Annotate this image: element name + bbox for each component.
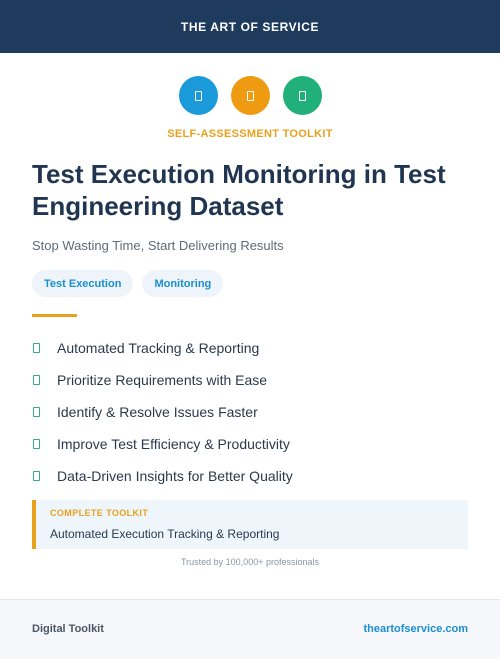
section-divider <box>32 314 77 317</box>
feature-item: Automated Tracking & Reporting <box>32 332 293 364</box>
footer: Digital Toolkit theartofservice.com <box>0 599 500 659</box>
tag-chip[interactable]: Test Execution <box>32 270 134 297</box>
check-icon <box>33 343 40 353</box>
tag-chip[interactable]: Monitoring <box>142 270 224 297</box>
feature-label: Improve Test Efficiency & Productivity <box>57 436 290 452</box>
toolkit-callout: COMPLETE TOOLKIT Automated Execution Tra… <box>32 500 468 549</box>
feature-label: Prioritize Requirements with Ease <box>57 372 268 388</box>
document-icon <box>178 76 218 115</box>
website-link[interactable]: theartofservice.com <box>363 623 468 635</box>
page-title: Test Execution Monitoring in Test Engine… <box>32 159 446 221</box>
kicker-label: SELF-ASSESSMENT TOOLKIT <box>167 128 333 140</box>
callout-caption: COMPLETE TOOLKIT <box>50 508 149 518</box>
check-icon <box>33 439 40 449</box>
feature-item: Data-Driven Insights for Better Quality <box>32 460 293 492</box>
document-icon <box>282 76 322 115</box>
feature-item: Improve Test Efficiency & Productivity <box>32 428 293 460</box>
page-subtitle: Stop Wasting Time, Start Delivering Resu… <box>32 238 284 253</box>
callout-text: Automated Execution Tracking & Reporting <box>50 527 280 541</box>
feature-list: Automated Tracking & Reporting Prioritiz… <box>32 332 293 492</box>
check-icon <box>33 407 40 417</box>
feature-item: Identify & Resolve Issues Faster <box>32 396 293 428</box>
trust-note: Trusted by 100,000+ professionals <box>180 557 319 567</box>
brand-name: THE ART OF SERVICE <box>180 19 320 34</box>
check-icon <box>33 375 40 385</box>
feature-label: Data-Driven Insights for Better Quality <box>57 468 293 484</box>
top-banner: THE ART OF SERVICE <box>0 0 500 53</box>
footer-label: Digital Toolkit <box>32 623 104 635</box>
document-icon <box>230 76 270 115</box>
icon-row <box>0 76 500 115</box>
feature-label: Identify & Resolve Issues Faster <box>57 404 258 420</box>
feature-label: Automated Tracking & Reporting <box>57 340 260 356</box>
check-icon <box>33 471 40 481</box>
tag-list: Test Execution Monitoring <box>32 270 224 297</box>
feature-item: Prioritize Requirements with Ease <box>32 364 293 396</box>
